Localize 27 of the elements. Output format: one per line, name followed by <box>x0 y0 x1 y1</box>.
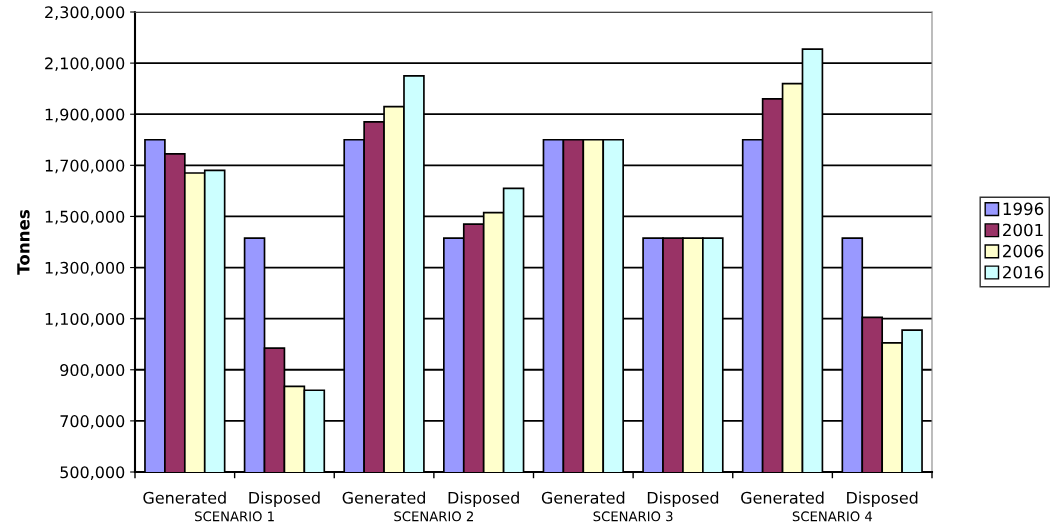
y-tick-label: 2,100,000 <box>45 57 125 72</box>
x-tick-label: Disposed <box>647 491 719 507</box>
x-tick-label: Disposed <box>249 491 320 507</box>
y-tick-label: 700,000 <box>60 415 125 429</box>
text: SCENARIO 4 <box>792 511 873 522</box>
legend-label: 1996 <box>1003 202 1044 216</box>
legend-label: 2016 <box>1003 265 1044 279</box>
legend-label: 2006 <box>1003 244 1044 258</box>
y-tick-label: 1,300,000 <box>45 261 125 276</box>
x-tick-label: Disposed <box>847 491 918 507</box>
x-tick-label: Generated <box>741 491 824 504</box>
x-tick-label: Generated <box>143 491 226 504</box>
y-tick-label: 1,500,000 <box>45 210 125 225</box>
y-tick-label: 1,700,000 <box>45 159 125 174</box>
y-tick-label: 1,100,000 <box>45 312 125 327</box>
text: SCENARIO 2 <box>394 511 473 522</box>
y-tick-label: 500,000 <box>60 466 125 480</box>
y-axis-title: Tonnes <box>17 210 30 275</box>
text: SCENARIO 1 <box>195 511 274 522</box>
y-tick-label: 900,000 <box>60 363 125 378</box>
x-tick-label: Generated <box>541 491 625 504</box>
y-tick-label: 2,300,000 <box>45 6 125 20</box>
y-tick-label: 1,900,000 <box>45 108 125 123</box>
x-tick-label: Generated <box>342 491 425 504</box>
x-tick-label: Disposed <box>448 491 519 507</box>
legend-label: 2001 <box>1003 223 1043 237</box>
text: SCENARIO 3 <box>593 511 673 522</box>
